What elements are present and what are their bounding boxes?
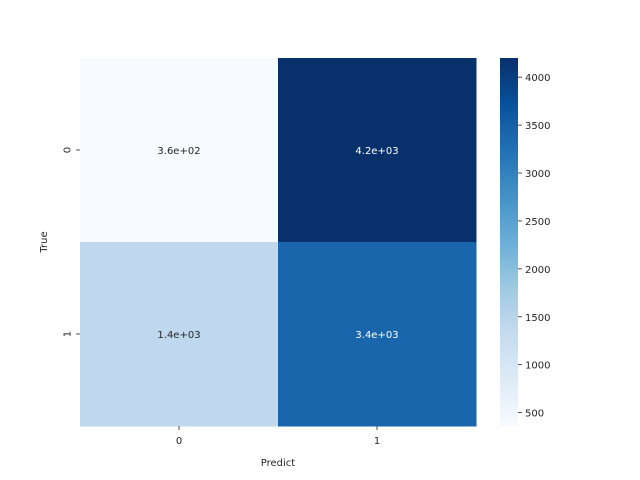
heatmap-cells (80, 58, 477, 427)
cell-annotation: 3.6e+02 (157, 146, 200, 157)
y-axis-label: True (39, 231, 50, 253)
y-tick-label: 1 (63, 331, 74, 337)
heatmap-cell (278, 242, 477, 427)
cell-annotation: 3.4e+03 (355, 330, 398, 341)
colorbar-tick-label: 2500 (525, 217, 550, 228)
cell-annotation: 4.2e+03 (355, 146, 398, 157)
colorbar-tick-label: 2000 (525, 265, 550, 276)
heatmap-cell (80, 242, 279, 427)
colorbar-tick-label: 3500 (525, 121, 550, 132)
cell-annotation: 1.4e+03 (157, 330, 200, 341)
colorbar-ticks: 500 1000 1500 2000 2500 3000 3500 4000 (518, 73, 550, 420)
colorbar-tick-label: 1000 (525, 361, 550, 372)
y-tick-label: 0 (63, 147, 74, 153)
colorbar (500, 58, 518, 426)
y-axis-ticks: 01 (63, 147, 80, 337)
colorbar-tick-label: 4000 (525, 73, 550, 84)
colorbar-tick-label: 500 (525, 409, 544, 420)
heatmap-cell (80, 58, 279, 243)
x-axis-label: Predict (261, 458, 296, 469)
colorbar-tick-label: 3000 (525, 169, 550, 180)
heatmap-cell (278, 58, 477, 243)
x-tick-label: 0 (176, 436, 182, 447)
colorbar-tick-label: 1500 (525, 313, 550, 324)
heatmap-annotations: 3.6e+02 4.2e+03 1.4e+03 3.4e+03 (157, 146, 398, 341)
x-tick-label: 1 (374, 436, 380, 447)
